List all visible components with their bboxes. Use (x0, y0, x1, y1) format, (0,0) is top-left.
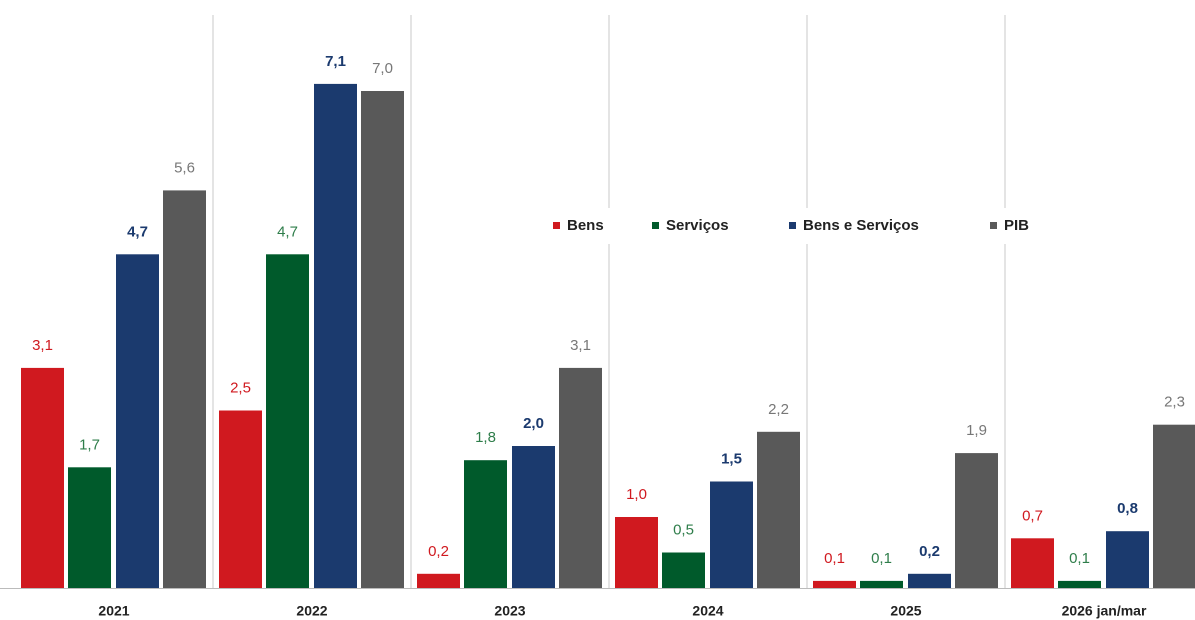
bar (1153, 424, 1195, 588)
data-label: 3,1 (570, 337, 591, 354)
data-label: 0,1 (824, 550, 845, 567)
data-label: 4,7 (127, 223, 148, 240)
bar (68, 467, 111, 588)
data-label: 0,5 (673, 521, 694, 538)
bar (163, 190, 206, 588)
bar (21, 367, 64, 588)
data-label: 1,5 (721, 450, 742, 467)
data-label: 2,5 (230, 379, 251, 396)
bar (464, 460, 507, 588)
bar (615, 517, 658, 588)
x-tick-label: 2025 (890, 603, 921, 619)
x-tick-label: 2024 (692, 603, 723, 619)
data-label: 0,1 (1069, 550, 1090, 567)
x-tick-label: 2023 (494, 603, 525, 619)
bar (710, 481, 753, 588)
data-label: 0,7 (1022, 507, 1043, 524)
data-label: 4,7 (277, 223, 298, 240)
data-label: 7,1 (325, 53, 346, 70)
bar (512, 446, 555, 588)
legend-swatch (553, 222, 560, 229)
legend-swatch (789, 222, 796, 229)
data-label: 2,0 (523, 415, 544, 432)
data-label: 3,1 (32, 337, 53, 354)
data-label: 7,0 (372, 60, 393, 77)
bar (757, 431, 800, 588)
data-label: 0,2 (919, 543, 940, 560)
bar (908, 573, 951, 588)
x-tick-label: 2026 jan/mar (1062, 603, 1147, 619)
data-label: 5,6 (174, 159, 195, 176)
data-label: 1,8 (475, 429, 496, 446)
bar (860, 580, 903, 588)
bar (417, 573, 460, 588)
x-tick-label: 2022 (296, 603, 327, 619)
data-label: 2,3 (1164, 394, 1185, 411)
bar (314, 83, 357, 589)
data-label: 0,1 (871, 550, 892, 567)
legend-swatch (652, 222, 659, 229)
bar (955, 453, 998, 588)
data-label: 0,8 (1117, 500, 1138, 517)
bar (662, 552, 705, 588)
bar (1011, 538, 1054, 588)
data-label: 1,0 (626, 486, 647, 503)
data-label: 2,2 (768, 401, 789, 418)
legend-swatch (990, 222, 997, 229)
bar (361, 91, 404, 588)
legend-label: PIB (1004, 217, 1029, 234)
legend-label: Serviços (666, 217, 729, 234)
legend-label: Bens (567, 217, 604, 234)
bar (813, 580, 856, 588)
data-label: 0,2 (428, 543, 449, 560)
x-tick-label: 2021 (98, 603, 129, 619)
legend-label: Bens e Serviços (803, 217, 919, 234)
bar (219, 410, 262, 588)
bar (1106, 531, 1149, 588)
bar (559, 367, 602, 588)
bar (1058, 580, 1101, 588)
bar (116, 254, 159, 589)
data-label: 1,7 (79, 436, 100, 453)
data-label: 1,9 (966, 422, 987, 439)
bar (266, 254, 309, 589)
